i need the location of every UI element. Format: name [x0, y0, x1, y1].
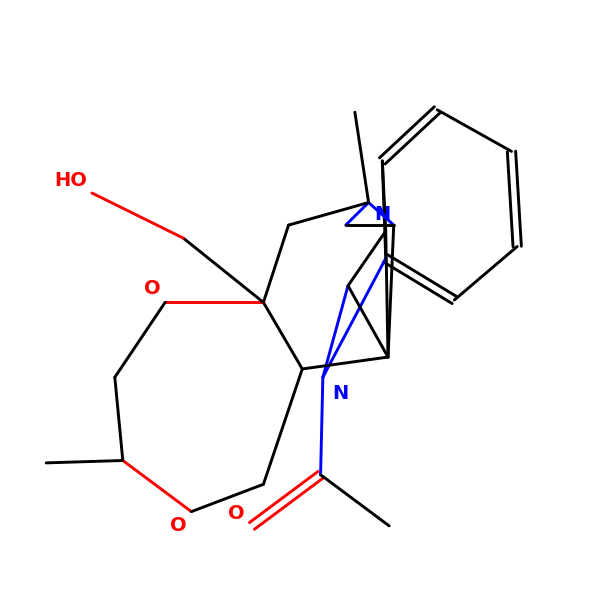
- Text: O: O: [228, 504, 245, 523]
- Text: N: N: [332, 385, 348, 403]
- Text: N: N: [374, 205, 391, 224]
- Text: O: O: [170, 517, 187, 535]
- Text: HO: HO: [55, 171, 87, 190]
- Text: O: O: [144, 278, 160, 298]
